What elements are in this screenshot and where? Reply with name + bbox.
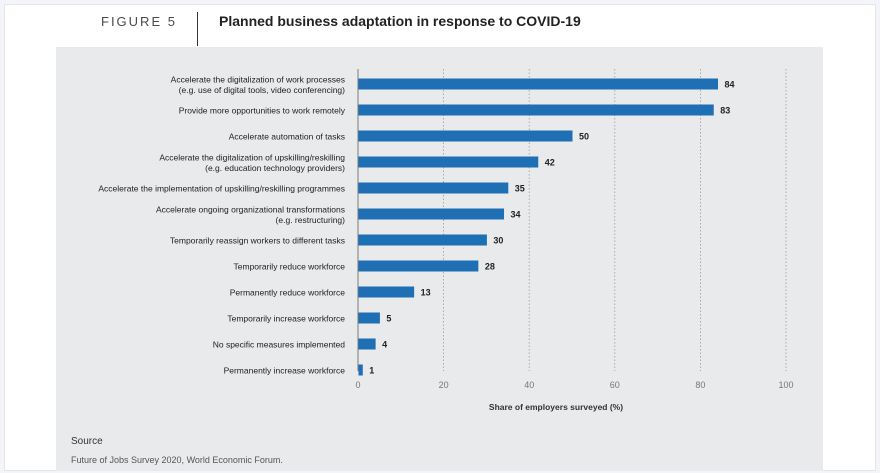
bar xyxy=(358,364,363,376)
bar xyxy=(358,286,415,298)
category-label: Accelerate automation of tasks xyxy=(229,132,345,142)
x-tick-label: 40 xyxy=(524,380,534,390)
data-label: 5 xyxy=(386,314,391,324)
category-label-line: Temporarily reassign workers to differen… xyxy=(170,236,345,246)
category-label-line: Accelerate the digitalization of work pr… xyxy=(171,74,345,84)
source-label: Source xyxy=(71,436,103,447)
figure-label: FIGURE 5 xyxy=(101,14,177,29)
category-label-line: No specific measures implemented xyxy=(213,340,346,350)
title-divider xyxy=(197,12,198,46)
data-label: 50 xyxy=(579,132,589,142)
category-label-line: Permanently increase workforce xyxy=(224,366,346,376)
category-label-line: Accelerate the implementation of upskill… xyxy=(98,184,345,194)
data-label: 34 xyxy=(511,210,521,220)
category-label: No specific measures implemented xyxy=(213,340,346,350)
category-label-line: Temporarily reduce workforce xyxy=(234,262,346,272)
figure-title: Planned business adaptation in response … xyxy=(219,13,581,29)
data-label: 4 xyxy=(382,340,387,350)
source-text: Future of Jobs Survey 2020, World Econom… xyxy=(71,455,283,465)
data-label: 1 xyxy=(369,366,374,376)
x-tick-label: 80 xyxy=(695,380,705,390)
category-label-line: Accelerate automation of tasks xyxy=(229,132,345,142)
category-label: Accelerate the digitalization of upskill… xyxy=(159,152,345,173)
category-label: Temporarily increase workforce xyxy=(227,314,345,324)
data-label: 13 xyxy=(421,288,431,298)
bar xyxy=(358,312,380,324)
category-label: Temporarily reassign workers to differen… xyxy=(170,236,345,246)
category-label: Temporarily reduce workforce xyxy=(234,262,346,272)
bar xyxy=(358,182,509,194)
category-label: Accelerate the implementation of upskill… xyxy=(98,184,345,194)
bar xyxy=(358,156,539,168)
data-label: 28 xyxy=(485,262,495,272)
category-label: Permanently reduce workforce xyxy=(230,288,346,298)
category-label-line: (e.g. education technology providers) xyxy=(205,163,345,173)
bar xyxy=(358,130,573,142)
x-tick-label: 60 xyxy=(610,380,620,390)
data-label: 42 xyxy=(545,158,555,168)
category-label-line: Provide more opportunities to work remot… xyxy=(179,106,346,116)
category-label-line: Permanently reduce workforce xyxy=(230,288,346,298)
data-label: 35 xyxy=(515,184,525,194)
data-label: 30 xyxy=(493,236,503,246)
category-label-line: (e.g. use of digital tools, video confer… xyxy=(179,85,345,95)
bar xyxy=(358,208,505,220)
data-label: 84 xyxy=(725,80,735,90)
category-label: Accelerate the digitalization of work pr… xyxy=(171,74,346,95)
category-label-line: Accelerate ongoing organizational transf… xyxy=(156,204,345,214)
bar xyxy=(358,104,714,116)
category-label: Accelerate ongoing organizational transf… xyxy=(156,204,345,225)
bar xyxy=(358,260,479,272)
x-tick-label: 100 xyxy=(778,380,793,390)
bar-chart: 84 Accelerate the digitalization of work … xyxy=(98,69,794,412)
category-label: Permanently increase workforce xyxy=(224,366,346,376)
x-axis-label: Share of employers surveyed (%) xyxy=(489,402,623,412)
category-label-line: Accelerate the digitalization of upskill… xyxy=(159,152,345,162)
category-label: Provide more opportunities to work remot… xyxy=(179,106,346,116)
bar xyxy=(358,338,376,350)
data-label: 83 xyxy=(720,106,730,116)
chart-panel: 84 Accelerate the digitalization of work … xyxy=(56,47,823,471)
x-tick-label: 20 xyxy=(439,380,449,390)
bar xyxy=(358,234,487,246)
x-tick-label: 0 xyxy=(355,380,360,390)
category-label-line: Temporarily increase workforce xyxy=(227,314,345,324)
bar xyxy=(358,78,719,90)
category-label-line: (e.g. restructuring) xyxy=(276,215,346,225)
